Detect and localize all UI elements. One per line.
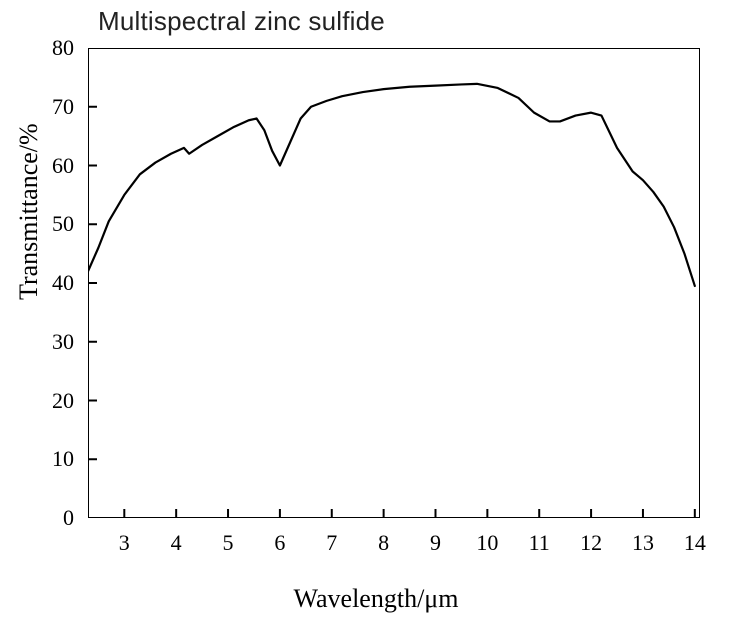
x-tick-label: 5 bbox=[223, 530, 234, 556]
x-tick-label: 13 bbox=[632, 530, 654, 556]
x-tick-label: 7 bbox=[326, 530, 337, 556]
y-tick-label: 60 bbox=[52, 153, 74, 179]
chart-title: Multispectral zinc sulfide bbox=[98, 6, 385, 37]
x-tick-label: 12 bbox=[580, 530, 602, 556]
x-tick-label: 14 bbox=[684, 530, 706, 556]
y-axis-label: Transmittance/% bbox=[14, 123, 44, 300]
x-axis-label: Wavelength/μm bbox=[294, 584, 459, 614]
y-tick-label: 20 bbox=[52, 388, 74, 414]
x-tick-label: 10 bbox=[476, 530, 498, 556]
chart-container: Multispectral zinc sulfide Transmittance… bbox=[0, 0, 752, 624]
y-tick-label: 10 bbox=[52, 446, 74, 472]
y-tick-label: 50 bbox=[52, 211, 74, 237]
y-tick-label: 70 bbox=[52, 94, 74, 120]
data-line bbox=[88, 84, 695, 286]
plot-svg bbox=[88, 48, 700, 518]
x-tick-label: 11 bbox=[529, 530, 550, 556]
x-tick-label: 9 bbox=[430, 530, 441, 556]
plot-area: 0102030405060708034567891011121314 bbox=[88, 48, 700, 518]
y-tick-label: 30 bbox=[52, 329, 74, 355]
y-tick-label: 40 bbox=[52, 270, 74, 296]
x-tick-label: 6 bbox=[274, 530, 285, 556]
x-tick-label: 3 bbox=[119, 530, 130, 556]
x-tick-label: 4 bbox=[171, 530, 182, 556]
y-tick-label: 80 bbox=[52, 35, 74, 61]
y-tick-label: 0 bbox=[63, 505, 74, 531]
x-tick-label: 8 bbox=[378, 530, 389, 556]
